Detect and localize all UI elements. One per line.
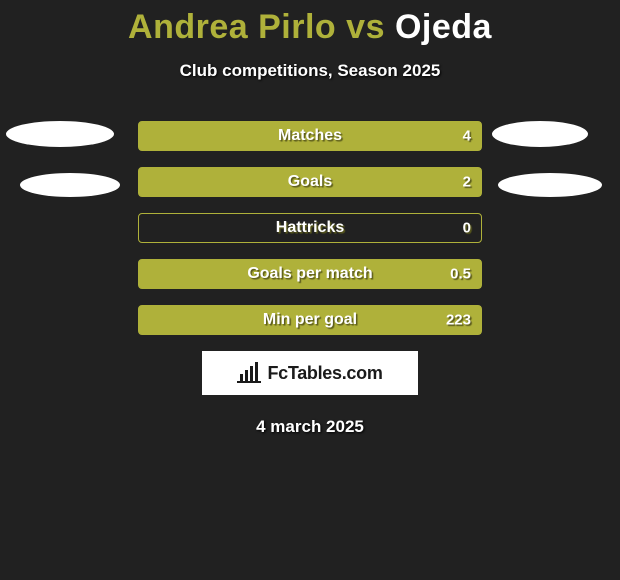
stat-row: Hattricks 0	[138, 213, 482, 243]
decorative-ellipse	[498, 173, 602, 197]
stat-label: Goals	[288, 173, 332, 191]
chart-area: Matches 4 Goals 2 Hattricks 0 Goals per match 0…	[0, 121, 620, 335]
stat-label: Goals per match	[247, 265, 372, 283]
bar-chart-icon	[237, 362, 263, 384]
stat-label: Hattricks	[276, 219, 344, 237]
player1-name: Andrea Pirlo	[128, 8, 336, 46]
comparison-title: Andrea Pirlo vs Ojeda	[0, 0, 620, 47]
stat-value-right: 223	[446, 312, 471, 329]
stat-row: Goals 2	[138, 167, 482, 197]
brand-logo-text: FcTables.com	[267, 363, 382, 384]
stat-value-right: 4	[463, 128, 471, 145]
stat-value-right: 0.5	[450, 266, 471, 283]
stat-rows: Matches 4 Goals 2 Hattricks 0 Goals per match 0…	[0, 121, 620, 335]
stat-row: Matches 4	[138, 121, 482, 151]
stat-value-right: 2	[463, 174, 471, 191]
stat-row: Goals per match 0.5	[138, 259, 482, 289]
date-label: 4 march 2025	[0, 417, 620, 437]
decorative-ellipse	[492, 121, 588, 147]
brand-logo-box: FcTables.com	[202, 351, 418, 395]
decorative-ellipse	[6, 121, 114, 147]
stat-label: Matches	[278, 127, 342, 145]
vs-separator: vs	[346, 8, 385, 46]
subtitle: Club competitions, Season 2025	[0, 61, 620, 81]
stat-label: Min per goal	[263, 311, 357, 329]
stat-row: Min per goal 223	[138, 305, 482, 335]
decorative-ellipse	[20, 173, 120, 197]
stat-value-right: 0	[463, 220, 471, 237]
player2-name: Ojeda	[395, 8, 492, 46]
